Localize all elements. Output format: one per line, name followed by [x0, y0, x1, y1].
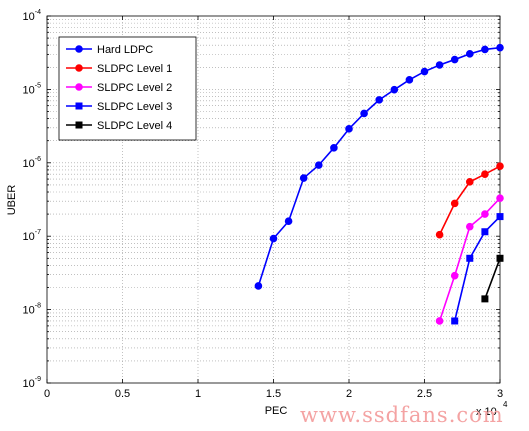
legend-marker	[75, 64, 83, 72]
data-point	[450, 271, 459, 280]
y-axis-label: UBER	[6, 185, 18, 216]
legend-marker	[75, 45, 83, 53]
watermark-text: www.ssdfans.com	[300, 403, 504, 426]
x-multiplier-label: x 10	[476, 406, 497, 418]
x-tick-label: 0	[44, 388, 50, 400]
y-tick-label: 10-8	[23, 303, 42, 317]
x-axis-label: PEC	[265, 405, 288, 417]
x-tick-label: 3	[497, 388, 503, 400]
data-point	[451, 317, 459, 325]
legend-item: SLDPC Level 1	[66, 63, 172, 75]
data-point	[496, 162, 504, 170]
data-point	[481, 210, 489, 218]
series-1	[254, 43, 504, 290]
x-tick-label: 2	[346, 388, 352, 400]
data-point	[360, 109, 368, 118]
grid-layer	[47, 16, 500, 383]
y-tick-label: 10-9	[23, 376, 42, 390]
legend-item: SLDPC Level 4	[66, 120, 172, 132]
data-point	[345, 125, 353, 133]
data-point	[481, 228, 489, 236]
legend-item: SLDPC Level 3	[66, 101, 172, 113]
y-tick-label: 10-4	[23, 9, 42, 23]
x-tick-label: 2.5	[417, 388, 432, 400]
series-line	[484, 258, 501, 300]
data-point	[315, 161, 323, 169]
data-point	[420, 67, 429, 76]
x-tick-label: 1	[195, 388, 201, 400]
data-point	[496, 43, 504, 52]
data-point	[450, 199, 459, 208]
legend-label: SLDPC Level 1	[97, 63, 172, 75]
data-point	[450, 55, 459, 64]
series-2	[435, 162, 504, 239]
legend-label: SLDPC Level 3	[97, 101, 172, 113]
data-point	[466, 178, 474, 186]
legend-label: Hard LDPC	[97, 44, 153, 56]
legend-label: SLDPC Level 2	[97, 82, 172, 94]
data-point	[269, 234, 278, 243]
axes-layer: 0 0.5 1 1.5 2 2.5 3 10-9 10-8 10-7 10-6 10-5 10-4	[23, 9, 504, 400]
legend-marker	[75, 102, 83, 110]
series-5	[481, 254, 504, 303]
series-layer	[254, 43, 504, 325]
series-4	[451, 213, 504, 325]
y-tick-label: 10-5	[23, 82, 42, 96]
data-point	[466, 50, 474, 58]
x-multiplier-exponent: 4	[503, 400, 508, 409]
data-point	[466, 222, 474, 231]
legend: Hard LDPC SLDPC Level 1 SLDPC Level 2 SLDPC…	[58, 36, 197, 141]
legend-item: SLDPC Level 2	[66, 82, 172, 94]
data-point	[496, 213, 504, 221]
series-3	[435, 194, 504, 325]
data-point	[481, 45, 489, 54]
data-point	[390, 85, 399, 94]
data-point	[435, 317, 444, 325]
data-point	[254, 282, 263, 290]
data-point	[299, 174, 308, 182]
data-point	[496, 254, 504, 262]
y-tick-label: 10-7	[23, 229, 42, 243]
legend-label: SLDPC Level 4	[97, 120, 172, 132]
data-point	[284, 217, 293, 226]
legend-marker	[75, 83, 83, 91]
legend-marker	[75, 121, 83, 129]
data-point	[405, 76, 414, 84]
data-point	[481, 170, 489, 178]
data-point	[481, 295, 489, 303]
x-tick-label: 1.5	[266, 388, 281, 400]
x-tick-label: 0.5	[115, 388, 130, 400]
data-point	[496, 194, 504, 202]
series-line	[453, 216, 501, 322]
data-point	[435, 230, 444, 239]
data-point	[375, 96, 384, 104]
data-point	[330, 144, 338, 152]
data-point	[466, 254, 474, 262]
data-point	[435, 61, 444, 69]
y-tick-label: 10-6	[23, 156, 42, 170]
legend-item: Hard LDPC	[66, 44, 153, 56]
